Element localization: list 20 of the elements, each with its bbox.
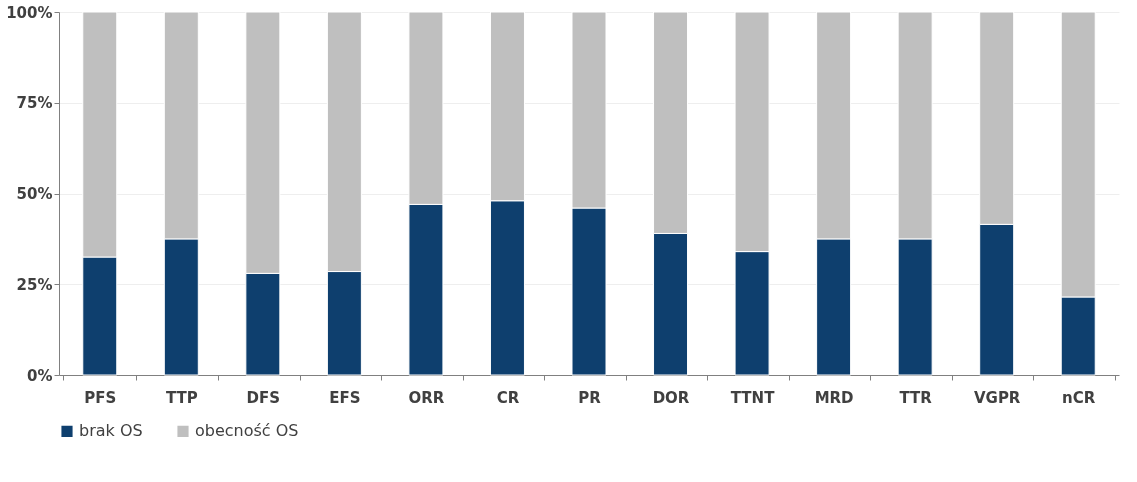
x-tick-label: MRD: [814, 388, 854, 407]
x-tick-label: TTR: [899, 388, 933, 407]
x-tick-label: VGPR: [973, 388, 1021, 407]
legend-label: brak OS: [79, 421, 143, 441]
x-tick-label: ORR: [408, 388, 445, 407]
y-tick-label: 25%: [16, 275, 53, 294]
legend-label: obecność OS: [195, 421, 299, 441]
x-tick-label: PFS: [84, 388, 117, 407]
x-tick-label: nCR: [1062, 388, 1096, 407]
x-tick-label: TTP: [165, 388, 198, 407]
x-tick-label: DOR: [652, 388, 690, 407]
x-tick-label: CR: [496, 388, 520, 407]
x-tick-label: DFS: [246, 388, 281, 407]
y-tick-label: 100%: [6, 3, 53, 22]
x-tick-label: PR: [578, 388, 602, 407]
x-tick-label: EFS: [329, 388, 361, 407]
x-tick-label: TTNT: [730, 388, 776, 407]
y-tick-label: 75%: [16, 94, 53, 113]
y-tick-label: 0%: [27, 366, 53, 385]
y-tick-label: 50%: [16, 185, 53, 203]
